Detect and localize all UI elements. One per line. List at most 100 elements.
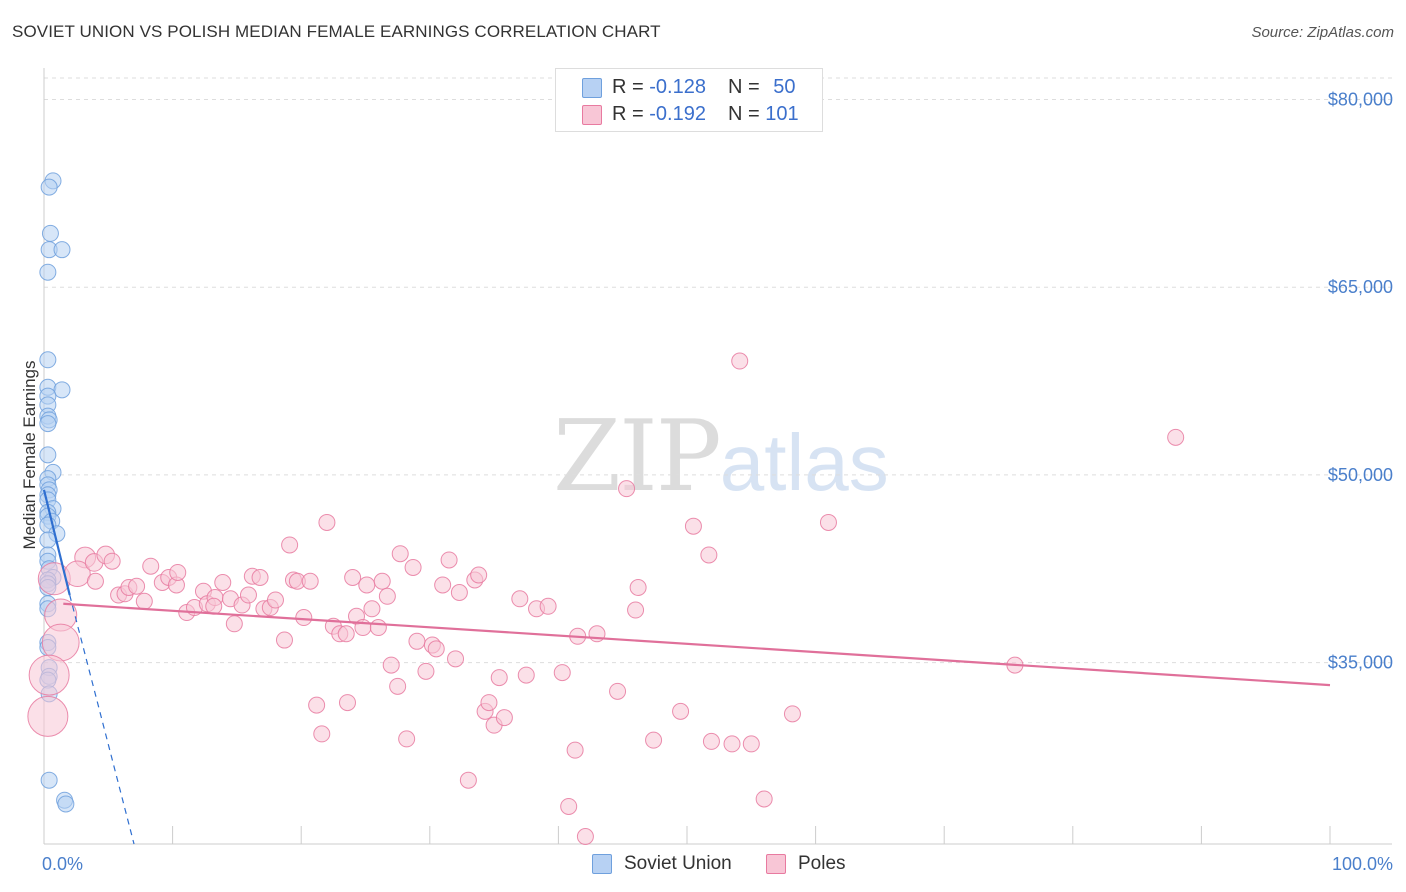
soviet-union-point [57, 795, 75, 813]
poles-point [819, 513, 837, 531]
trend-layer [42, 489, 1331, 845]
poles-point [731, 352, 749, 370]
poles-point [408, 632, 426, 650]
soviet-union-point [39, 446, 57, 464]
poles-point [338, 694, 356, 712]
poles-point [363, 600, 381, 618]
series-legend: Soviet Union Poles [0, 852, 1406, 878]
poles-point [539, 597, 557, 615]
poles-point [566, 741, 584, 759]
r-value: -0.128 [649, 76, 706, 98]
poles-point [553, 664, 571, 682]
poles-point [783, 705, 801, 723]
soviet-union-legend-label: Soviet Union [624, 853, 732, 874]
soviet-union-point [39, 531, 57, 549]
soviet-union-swatch [582, 78, 602, 98]
poles-point [369, 619, 387, 637]
poles-trend-line [63, 602, 1331, 687]
points-layer [27, 172, 1185, 845]
poles-legend-swatch [766, 854, 786, 874]
n-value: 50 [773, 76, 796, 98]
n-label: N = [727, 76, 766, 98]
poles-point [723, 735, 741, 753]
label-layer: $35,000 $50,000 $65,000 $80,000 0.0% 100.0% [42, 90, 1393, 874]
y-tick-label: $65,000 [1328, 277, 1393, 297]
axis-layer [43, 68, 1392, 845]
poles-point [295, 609, 313, 627]
y-tick-label: $50,000 [1328, 465, 1393, 485]
poles-point [27, 695, 69, 737]
poles-point [103, 552, 121, 570]
poles-point [1167, 428, 1185, 446]
soviet-union-point [53, 241, 71, 259]
poles-point [450, 584, 468, 602]
poles-point [308, 696, 326, 714]
poles-point [480, 694, 498, 712]
soviet-union-trend-extension [69, 594, 135, 845]
poles-swatch [582, 105, 602, 125]
correlation-legend: R = -0.128 N = 50 R = -0.192 N = 101 [555, 68, 823, 132]
source-credit: Source: ZipAtlas.com [1251, 24, 1394, 41]
poles-point [755, 790, 773, 808]
poles-point [560, 797, 578, 815]
poles-point [378, 587, 396, 605]
poles-point [490, 669, 508, 687]
poles-point [275, 631, 293, 649]
r-value: -0.192 [649, 103, 706, 125]
r-label: R = [612, 103, 650, 125]
poles-point [511, 590, 529, 608]
poles-point [459, 771, 477, 789]
soviet-union-point [39, 415, 57, 433]
poles-point [702, 732, 720, 750]
y-tick-label: $80,000 [1328, 90, 1393, 110]
poles-point [447, 650, 465, 668]
poles-point [128, 577, 146, 595]
poles-point [398, 730, 416, 748]
poles-point [672, 702, 690, 720]
poles-point [684, 517, 702, 535]
poles-point [135, 592, 153, 610]
poles-point [440, 551, 458, 569]
soviet-union-point [39, 351, 57, 369]
watermark: ZIPatlas [553, 400, 889, 514]
poles-point [645, 731, 663, 749]
poles-point [389, 677, 407, 695]
legend-text-poles: R = -0.192 N = 101 [612, 103, 799, 126]
poles-point [28, 654, 70, 696]
soviet-union-point [39, 263, 57, 281]
poles-point [281, 536, 299, 554]
soviet-union-point [53, 381, 71, 399]
poles-point [618, 480, 636, 498]
poles-point [205, 597, 223, 615]
poles-point [251, 568, 269, 586]
poles-point [358, 576, 376, 594]
x-tick-label: 100.0% [1332, 854, 1393, 874]
poles-point [313, 725, 331, 743]
poles-point [337, 625, 355, 643]
poles-point [417, 662, 435, 680]
poles-point [214, 573, 232, 591]
poles-point [225, 615, 243, 633]
chart-title: SOVIET UNION VS POLISH MEDIAN FEMALE EAR… [12, 22, 661, 41]
poles-legend-label: Poles [798, 853, 846, 874]
soviet-union-point [40, 178, 58, 196]
poles-point [517, 666, 535, 684]
poles-point [427, 640, 445, 658]
soviet-union-legend-swatch [592, 854, 612, 874]
soviet-union-trend-line [42, 489, 71, 596]
poles-point [391, 545, 409, 563]
poles-point [344, 568, 362, 586]
poles-point [373, 572, 391, 590]
poles-point [742, 735, 760, 753]
poles-point [700, 546, 718, 564]
r-label: R = [612, 76, 650, 98]
poles-point [86, 572, 104, 590]
poles-point [495, 709, 513, 727]
poles-point [627, 601, 645, 619]
poles-point [382, 656, 400, 674]
soviet-union-point [40, 771, 58, 789]
watermark-atlas: atlas [719, 418, 889, 507]
poles-point [470, 566, 488, 584]
poles-point [434, 576, 452, 594]
